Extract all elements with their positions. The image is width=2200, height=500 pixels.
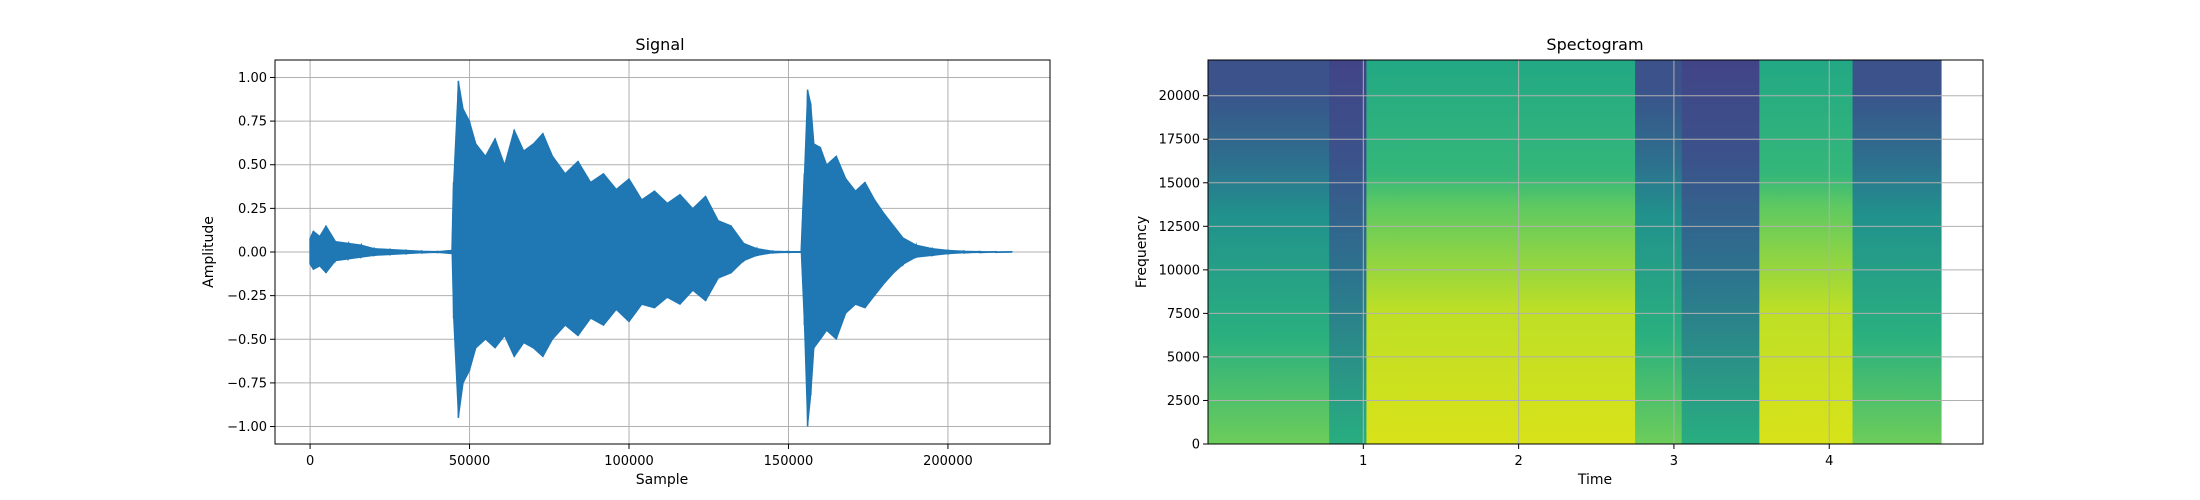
signal-x-tick-label: 0 [306,454,314,469]
spectrogram-segment-high [1366,60,1636,444]
signal-y-tick-label: 0.25 [238,202,267,217]
signal-chart: Signal 0 50000 100000 150000 200000 −1.00 −0.7… [201,35,1051,488]
signal-waveform [309,80,1013,427]
spectrogram-y-tick-label: 7500 [1167,307,1200,322]
spectrogram-segment-medium [1208,60,1330,444]
spectrogram-y-tick-label: 0 [1192,438,1200,453]
spectrogram-title: Spectogram [1546,35,1643,54]
spectrogram-ylabel: Frequency [1134,216,1150,288]
spectrogram-y-tick-label: 5000 [1167,350,1200,365]
spectrogram-chart: Spectogram [1134,35,1984,488]
signal-y-tick-label: −0.25 [227,289,267,304]
spectrogram-segment-high [1759,60,1854,444]
signal-ticks: 0 50000 100000 150000 200000 −1.00 −0.75 −0.50 −… [227,71,973,469]
signal-x-tick-label: 50000 [449,454,490,469]
spectrogram-x-tick-label: 3 [1670,454,1678,469]
signal-y-tick-label: −1.00 [227,420,267,435]
spectrogram-grid [1208,60,1983,445]
spectrogram-y-tick-label: 17500 [1159,133,1200,148]
spectrogram-segment-low [1681,60,1760,444]
spectrogram-segment-low [1329,60,1367,444]
signal-envelope-fill [309,80,1013,427]
signal-y-tick-label: 1.00 [238,71,267,86]
signal-title: Signal [635,35,684,54]
spectrogram-y-tick-label: 20000 [1159,89,1200,104]
spectrogram-x-tick-label: 2 [1514,454,1522,469]
spectrogram-y-tick-label: 10000 [1159,263,1200,278]
signal-xlabel: Sample [636,472,689,488]
signal-x-tick-label: 150000 [764,454,814,469]
spectrogram-axes-frame [1207,59,1984,445]
spectrogram-y-tick-label: 2500 [1167,394,1200,409]
signal-y-tick-label: −0.75 [227,376,267,391]
spectrogram-x-tick-label: 4 [1825,454,1833,469]
spectrogram-ticks: 1 2 3 4 0 2500 5000 7500 10000 12500 15000 17500 200… [1159,89,1834,469]
spectrogram-x-tick-label: 1 [1359,454,1367,469]
spectrogram-y-tick-label: 15000 [1159,176,1200,191]
signal-x-tick-label: 100000 [604,454,654,469]
signal-y-tick-label: 0.00 [238,246,267,261]
signal-y-tick-label: 0.75 [238,115,267,130]
spectrogram-y-tick-label: 12500 [1159,220,1200,235]
signal-ylabel: Amplitude [201,216,217,288]
spectrogram-xlabel: Time [1577,472,1612,488]
spectrogram-image [1208,60,1942,444]
signal-x-tick-label: 200000 [923,454,973,469]
spectrogram-segment-medium [1635,60,1683,444]
signal-y-tick-label: 0.50 [238,158,267,173]
signal-y-tick-label: −0.50 [227,333,267,348]
signal-axes-frame [274,59,1051,445]
spectrogram-segment-medium [1852,60,1942,444]
